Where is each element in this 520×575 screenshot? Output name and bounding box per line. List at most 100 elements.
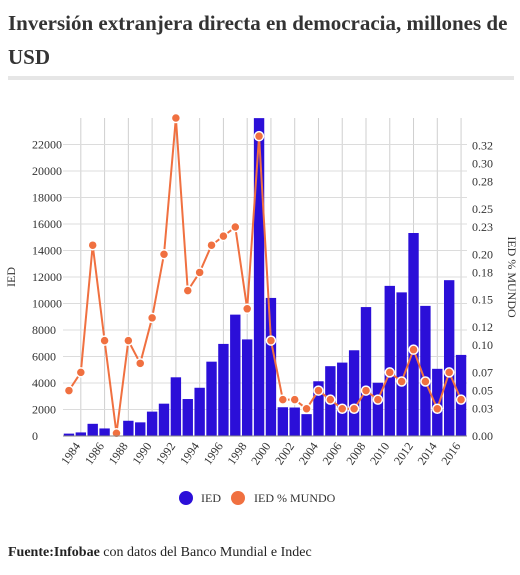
x-tick-label: 2008 xyxy=(343,440,368,468)
bar-ied xyxy=(230,314,241,436)
marker-ied-pct xyxy=(146,312,158,324)
y-tick-label-left: 18000 xyxy=(32,191,62,205)
marker-ied-pct xyxy=(408,344,419,355)
bar-ied xyxy=(182,399,193,436)
bar-ied xyxy=(277,407,289,436)
bar-ied xyxy=(194,387,205,436)
chart-legend: IED IED % MUNDO xyxy=(179,491,336,505)
bar-ied xyxy=(265,297,277,436)
bar-ied xyxy=(313,381,324,436)
y-tick-label-left: 12000 xyxy=(32,270,62,284)
bar-ied xyxy=(396,292,407,436)
x-tick-label: 1994 xyxy=(177,440,202,468)
y-tick-label-right: 0.23 xyxy=(472,220,493,234)
y-tick-label-left: 16000 xyxy=(32,217,62,231)
bar-ied xyxy=(372,382,384,436)
bar-ied xyxy=(123,420,134,436)
x-tick-label: 1996 xyxy=(201,440,226,468)
x-tick-label: 1988 xyxy=(106,440,131,468)
x-tick-label: 1986 xyxy=(82,440,107,468)
y-tick-label-left: 10000 xyxy=(32,297,62,311)
y-tick-label-right: 0.00 xyxy=(472,429,493,443)
y-tick-label-left: 4000 xyxy=(32,376,56,390)
bar-ied xyxy=(408,233,419,436)
marker-ied-pct xyxy=(455,394,467,405)
y-axis-title-right: IED % MUNDO xyxy=(505,236,519,318)
x-tick-label: 2014 xyxy=(415,440,440,468)
bar-ied xyxy=(87,423,98,436)
marker-ied-pct xyxy=(99,335,110,346)
y-tick-label-right: 0.30 xyxy=(472,156,493,170)
marker-ied-pct xyxy=(443,367,455,378)
legend-swatch-ied xyxy=(179,491,193,505)
y-tick-label-right: 0.28 xyxy=(472,175,493,189)
y-tick-label-right: 0.18 xyxy=(472,265,493,279)
x-tick-label: 1998 xyxy=(224,440,249,468)
x-tick-label: 2002 xyxy=(272,440,297,468)
bar-ied xyxy=(253,118,265,436)
marker-ied-pct xyxy=(289,394,300,405)
bar-ied xyxy=(241,339,253,436)
title-divider xyxy=(8,76,514,80)
marker-ied-pct xyxy=(158,249,170,260)
marker-ied-pct xyxy=(218,230,229,242)
bar-ied xyxy=(206,361,217,436)
chart-axes: 0 2000 4000 6000 8000 10000 12000 14000 16000 180… xyxy=(4,138,519,468)
x-tick-label: 1992 xyxy=(153,440,178,468)
marker-ied-pct xyxy=(348,403,360,414)
line-series-ied-pct xyxy=(63,112,467,439)
x-tick-label: 2012 xyxy=(391,440,416,468)
bar-ied xyxy=(348,350,360,436)
marker-ied-pct xyxy=(75,367,87,378)
bar-ied xyxy=(301,414,312,436)
y-tick-label-right: 0.03 xyxy=(472,402,493,416)
bar-ied xyxy=(146,411,158,436)
marker-ied-pct xyxy=(313,385,324,396)
y-tick-label-left: 20000 xyxy=(32,164,62,178)
source-text: con datos del Banco Mundial e Indec xyxy=(99,545,312,560)
y-tick-label-right: 0.12 xyxy=(472,320,493,334)
y-tick-label-left: 14000 xyxy=(32,244,62,258)
marker-ied-pct xyxy=(87,239,98,251)
x-tick-label: 2016 xyxy=(438,440,463,468)
bar-series-ied xyxy=(63,118,467,436)
marker-ied-pct xyxy=(63,385,75,396)
bar-ied xyxy=(432,368,443,436)
marker-ied-pct xyxy=(206,239,217,251)
bar-ied xyxy=(360,307,372,436)
x-tick-label: 1984 xyxy=(58,440,83,468)
y-tick-label-right: 0.32 xyxy=(472,138,493,152)
marker-ied-pct xyxy=(432,403,443,414)
source-org: Infobae xyxy=(53,545,100,560)
fdi-chart: 0 2000 4000 6000 8000 10000 12000 14000 16000 180… xyxy=(4,112,519,505)
marker-ied-pct xyxy=(336,403,348,414)
y-tick-label-right: 0.10 xyxy=(472,338,493,352)
x-tick-label: 2006 xyxy=(319,440,344,468)
source-label: Fuente: xyxy=(8,545,54,560)
bar-ied xyxy=(420,305,431,436)
marker-ied-pct xyxy=(420,376,431,387)
y-tick-label-right: 0.20 xyxy=(472,247,493,261)
x-tick-label: 2004 xyxy=(296,440,321,468)
x-tick-label: 2000 xyxy=(248,440,273,468)
marker-ied-pct xyxy=(170,112,182,124)
y-tick-label-left: 2000 xyxy=(32,403,56,417)
chart-title: Inversión extranjera directa en democrac… xyxy=(8,11,508,69)
y-tick-label-right: 0.07 xyxy=(472,365,493,379)
marker-ied-pct xyxy=(134,358,146,369)
marker-ied-pct xyxy=(253,130,265,142)
legend-label-ied-pct: IED % MUNDO xyxy=(254,491,336,505)
x-tick-label: 2010 xyxy=(367,440,392,468)
marker-ied-pct xyxy=(241,303,253,315)
source-note: Fuente:Infobae con datos del Banco Mundi… xyxy=(8,545,312,561)
marker-ied-pct xyxy=(194,267,205,278)
marker-ied-pct xyxy=(372,394,384,405)
y-tick-label-left: 0 xyxy=(32,429,38,443)
bar-ied xyxy=(170,377,182,436)
x-tick-label: 1990 xyxy=(129,440,154,468)
marker-ied-pct xyxy=(360,385,372,396)
y-axis-title-left: IED xyxy=(4,267,18,287)
y-tick-label-left: 6000 xyxy=(32,350,56,364)
marker-ied-pct xyxy=(182,285,194,296)
y-tick-label-right: 0.15 xyxy=(472,293,493,307)
